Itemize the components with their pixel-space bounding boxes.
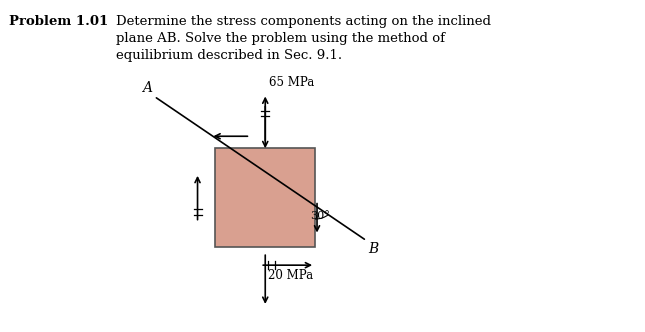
Text: 30°: 30° — [310, 210, 330, 221]
Text: Determine the stress components acting on the inclined: Determine the stress components acting o… — [116, 15, 491, 28]
Text: B: B — [368, 242, 379, 256]
Text: A: A — [143, 81, 152, 95]
Text: 65 MPa: 65 MPa — [269, 76, 315, 89]
Text: Problem 1.01: Problem 1.01 — [10, 15, 108, 28]
Text: 20 MPa: 20 MPa — [268, 269, 313, 282]
Text: equilibrium described in Sec. 9.1.: equilibrium described in Sec. 9.1. — [116, 49, 342, 62]
Bar — [215, 148, 315, 247]
Text: plane AB. Solve the problem using the method of: plane AB. Solve the problem using the me… — [116, 32, 445, 45]
